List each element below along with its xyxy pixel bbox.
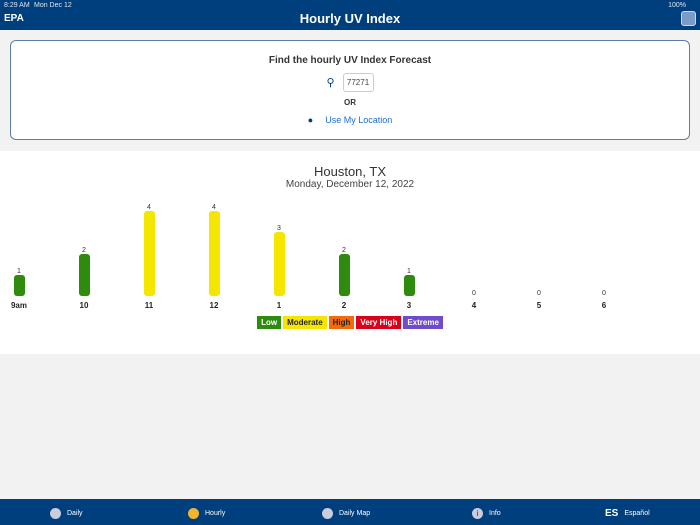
uv-chart: Houston, TX Monday, December 12, 2022 1 9… [0,151,700,354]
uv-value-label: 1 [407,267,411,275]
status-time: 8:29 AM [4,2,30,9]
uv-bar [208,211,220,296]
uv-bar [78,253,90,296]
es-icon: ES [605,508,619,519]
search-panel: Find the hourly UV Index Forecast ⚲ 7727… [10,40,690,140]
nav-label: Español [624,510,650,517]
profile-icon[interactable] [681,11,696,26]
legend-low: Low [257,316,282,329]
hour-label: 6 [601,301,607,310]
nav-hourly[interactable]: Hourly [188,508,225,519]
nav-español[interactable]: ES Español [605,508,650,519]
hour-label: 3 [406,301,412,310]
hour-label: 2 [341,301,347,310]
search-icon[interactable]: ⚲ [326,77,335,89]
uv-value-label: 4 [212,204,216,212]
bottom-nav: Daily Hourly Daily Map i Info ES Español [0,499,700,525]
location-pin-icon: ● [307,115,314,125]
hour-label: 9am [10,301,27,310]
nav-label: Daily Map [339,510,371,517]
forecast-date: Monday, December 12, 2022 [285,179,415,190]
nav-daily-map[interactable]: Daily Map [322,508,370,519]
uv-value-label: 0 [537,290,541,297]
use-location-label: Use My Location [325,115,393,125]
uv-value-label: 0 [602,290,606,297]
hour-label: 12 [209,301,219,310]
gear-icon [50,508,61,519]
uv-bar [403,274,415,296]
legend-high: High [328,316,355,329]
hour-label: 10 [79,301,89,310]
uv-value-label: 0 [472,290,476,297]
uv-value-label: 1 [17,267,21,275]
zip-input[interactable]: 77271 [342,73,374,92]
uv-bar [143,211,155,296]
clock-icon [188,508,199,519]
uv-bar [13,274,25,296]
uv-value-label: 4 [147,204,151,212]
nav-daily[interactable]: Daily [50,508,83,519]
legend-moderate: Moderate [283,316,327,329]
uv-legend: Low Moderate High Very High Extreme [0,316,700,329]
uv-value-label: 2 [82,246,86,254]
header-bar: 8:29 AM Mon Dec 12 100% EPA Hourly UV In… [0,0,700,30]
status-battery: 100% [668,2,686,9]
or-label: OR [344,98,356,107]
status-date: Mon Dec 12 [34,2,72,9]
hour-label: 11 [144,301,154,310]
legend-extreme: Extreme [403,316,443,329]
globe-icon [322,508,333,519]
info-icon: i [472,508,483,519]
page-title: Hourly UV Index [299,11,401,26]
hour-label: 5 [536,301,542,310]
hour-label: 4 [471,301,477,310]
uv-bar [273,232,285,296]
search-heading: Find the hourly UV Index Forecast [268,55,432,66]
nav-label: Info [489,510,501,517]
uv-value-label: 2 [342,246,346,254]
epa-logo: EPA [4,13,24,24]
nav-info[interactable]: i Info [472,508,501,519]
legend-very-high: Very High [356,316,402,329]
uv-bar [338,253,350,296]
nav-label: Daily [67,510,83,517]
nav-label: Hourly [205,510,226,517]
uv-value-label: 3 [277,225,281,233]
city-name: Houston, TX [313,164,387,179]
hour-label: 1 [276,301,282,310]
use-location-button[interactable]: ● Use My Location [11,115,689,125]
